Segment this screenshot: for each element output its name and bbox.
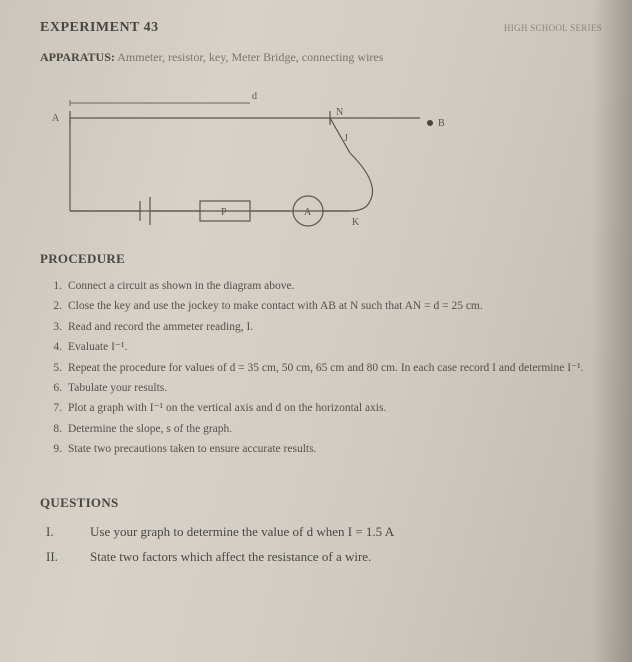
procedure-text: Read and record the ammeter reading, I. (68, 321, 253, 333)
procedure-text: State two precautions taken to ensure ac… (68, 443, 316, 455)
series-label: HIGH SCHOOL SERIES (504, 23, 602, 33)
apparatus-text: Ammeter, resistor, key, Meter Bridge, co… (115, 50, 384, 64)
procedure-item: 1.Connect a circuit as shown in the diag… (68, 277, 602, 295)
procedure-heading: PROCEDURE (40, 251, 602, 267)
procedure-text: Close the key and use the jockey to make… (68, 300, 483, 312)
procedure-item: 9.State two precautions taken to ensure … (68, 440, 602, 458)
label-N: N (336, 107, 343, 118)
circuit-diagram: A d N B J P A K (40, 83, 460, 233)
label-J: J (344, 133, 348, 144)
procedure-text: Plot a graph with I⁻¹ on the vertical ax… (68, 402, 386, 414)
label-K: K (352, 217, 360, 228)
document-page: EXPERIMENT 43 HIGH SCHOOL SERIES APPARAT… (0, 0, 632, 662)
label-P: P (221, 207, 227, 218)
question-text: State two factors which affect the resis… (90, 549, 371, 564)
label-ammeter: A (304, 207, 312, 218)
procedure-text: Connect a circuit as shown in the diagra… (68, 280, 294, 292)
procedure-item: 2.Close the key and use the jockey to ma… (68, 297, 602, 315)
label-B: B (438, 118, 445, 129)
question-number: II. (46, 546, 76, 568)
procedure-text: Evaluate I⁻¹. (68, 341, 127, 353)
question-number: I. (46, 521, 76, 543)
procedure-text: Repeat the procedure for values of d = 3… (68, 362, 583, 374)
procedure-item: 5.Repeat the procedure for values of d =… (68, 359, 602, 377)
question-item: I.Use your graph to determine the value … (90, 521, 602, 543)
question-text: Use your graph to determine the value of… (90, 524, 394, 539)
experiment-title: EXPERIMENT 43 (40, 20, 159, 36)
questions-list: I. Use your graph to determine the value … (40, 521, 602, 568)
label-d: d (252, 91, 257, 102)
procedure-text: Determine the slope, s of the graph. (68, 423, 232, 435)
question-item: II.State two factors which affect the re… (90, 546, 602, 568)
procedure-text: Tabulate your results. (68, 382, 167, 394)
label-A: A (52, 113, 60, 124)
apparatus-label: APPARATUS: (40, 50, 115, 64)
procedure-item: 3.Read and record the ammeter reading, I… (68, 318, 602, 336)
header-row: EXPERIMENT 43 HIGH SCHOOL SERIES (40, 20, 602, 36)
procedure-item: 8.Determine the slope, s of the graph. (68, 420, 602, 438)
apparatus-line: APPARATUS: Ammeter, resistor, key, Meter… (40, 50, 602, 65)
page-shadow (592, 0, 632, 662)
questions-section: QUESTIONS I. Use your graph to determine … (40, 495, 602, 568)
procedure-item: 4.Evaluate I⁻¹. (68, 338, 602, 356)
procedure-item: 7.Plot a graph with I⁻¹ on the vertical … (68, 399, 602, 417)
procedure-item: 6.Tabulate your results. (68, 379, 602, 397)
questions-heading: QUESTIONS (40, 495, 602, 511)
procedure-list: 1.Connect a circuit as shown in the diag… (40, 277, 602, 459)
